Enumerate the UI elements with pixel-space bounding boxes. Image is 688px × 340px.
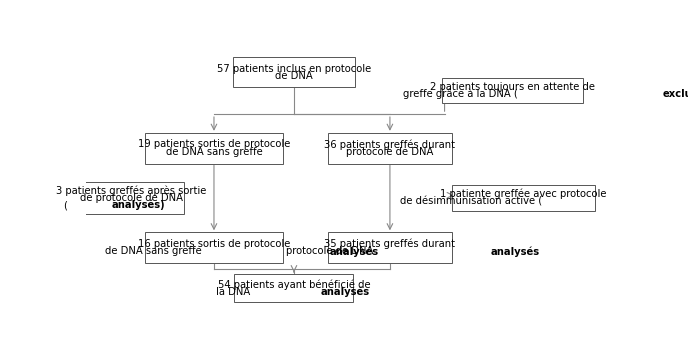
Text: exclus): exclus) [663, 89, 688, 99]
Text: 19 patients sortis de protocole: 19 patients sortis de protocole [138, 139, 290, 150]
Text: la DNA: la DNA [216, 287, 253, 297]
FancyBboxPatch shape [79, 182, 184, 214]
Text: de désimmunisation active (: de désimmunisation active ( [400, 197, 543, 206]
Text: de DNA sans greffe: de DNA sans greffe [166, 147, 262, 157]
FancyBboxPatch shape [442, 78, 583, 103]
FancyBboxPatch shape [145, 133, 283, 164]
Text: analysés: analysés [491, 246, 540, 257]
Text: analysés: analysés [330, 246, 379, 257]
FancyBboxPatch shape [233, 57, 355, 87]
Text: analysés): analysés) [112, 200, 166, 210]
FancyBboxPatch shape [327, 133, 452, 164]
FancyBboxPatch shape [235, 274, 354, 302]
Text: de DNA: de DNA [275, 71, 313, 81]
Text: 35 patients greffés durant: 35 patients greffés durant [325, 239, 455, 249]
Text: 16 patients sortis de protocole: 16 patients sortis de protocole [138, 239, 290, 249]
Text: 3 patients greffés après sortie: 3 patients greffés après sortie [56, 185, 206, 196]
FancyBboxPatch shape [145, 232, 283, 263]
Text: greffe grâce à la DNA (: greffe grâce à la DNA ( [403, 89, 518, 100]
Text: 54 patients ayant bénéficié de: 54 patients ayant bénéficié de [217, 279, 370, 290]
Text: 36 patients greffés durant: 36 patients greffés durant [325, 139, 455, 150]
FancyBboxPatch shape [452, 185, 594, 211]
Text: protocole de DNA: protocole de DNA [346, 147, 433, 157]
Text: 57 patients inclus en protocole: 57 patients inclus en protocole [217, 64, 371, 73]
Text: de protocole de DNA: de protocole de DNA [80, 193, 183, 203]
Text: protocole de DNA: protocole de DNA [286, 246, 376, 256]
Text: 1 patiente greffée avec protocole: 1 patiente greffée avec protocole [440, 189, 607, 200]
Text: (: ( [63, 200, 67, 210]
Text: analysés: analysés [321, 287, 370, 297]
FancyBboxPatch shape [327, 232, 452, 263]
Text: 2 patients toujours en attente de: 2 patients toujours en attente de [430, 82, 595, 92]
Text: de DNA sans greffe: de DNA sans greffe [105, 246, 205, 256]
